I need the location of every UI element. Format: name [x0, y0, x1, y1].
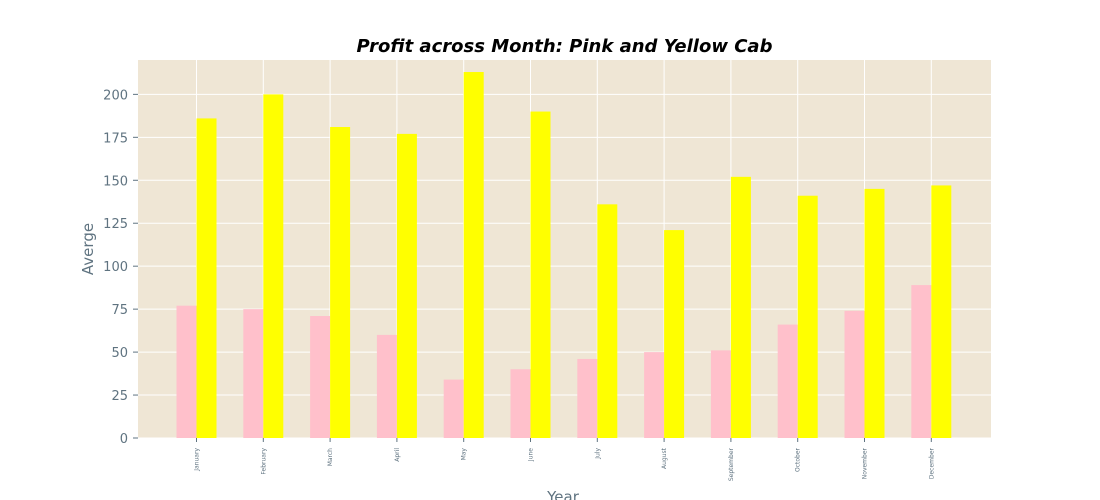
bar-series-1-june [510, 369, 531, 438]
x-tick-label: April [394, 448, 401, 462]
y-tick-label: 25 [111, 389, 128, 404]
bar-series-2-november [864, 188, 885, 438]
x-tick-label: October [795, 447, 802, 472]
x-axis: January February March April May June July Augu… [194, 438, 935, 481]
bar-series-1-november [844, 310, 865, 438]
bar-series-1-july [577, 358, 598, 438]
y-axis-title: Averge [79, 223, 97, 275]
x-tick-label: July [594, 448, 601, 460]
bar-series-2-may [463, 72, 484, 438]
bar-series-2-july [597, 204, 618, 438]
y-tick-label: 150 [103, 174, 128, 189]
bar-series-1-april [376, 334, 397, 438]
y-tick-label: 75 [111, 303, 128, 318]
x-tick-label: December [928, 447, 935, 479]
bar-series-1-may [443, 379, 464, 438]
bar-series-2-october [797, 195, 818, 438]
bars [176, 72, 952, 438]
bar-series-2-january [196, 118, 217, 438]
bar-series-2-june [530, 111, 551, 438]
y-tick-label: 200 [103, 88, 128, 103]
bar-series-2-december [931, 185, 952, 438]
bar-series-2-march [330, 127, 351, 438]
bar-series-1-january [176, 305, 197, 438]
bar-series-2-april [396, 133, 417, 438]
x-tick-label: February [260, 448, 267, 475]
y-axis: 0 25 50 75 100 125 150 175 200 [103, 88, 138, 447]
x-tick-label: January [194, 448, 201, 472]
x-tick-label: March [327, 448, 334, 466]
y-tick-label: 125 [103, 217, 128, 232]
bar-series-2-august [664, 230, 685, 438]
bar-series-1-february [243, 309, 264, 438]
bar-series-1-march [310, 316, 331, 438]
x-tick-label: November [862, 447, 869, 479]
x-tick-label: September [728, 447, 735, 481]
bar-series-2-september [730, 176, 751, 438]
y-tick-label: 100 [103, 260, 128, 275]
chart-title: Profit across Month: Pink and Yellow Cab [357, 36, 773, 57]
x-tick-label: August [661, 447, 668, 469]
bar-series-1-december [911, 285, 932, 438]
y-tick-label: 0 [120, 432, 128, 447]
x-tick-label: June [528, 448, 535, 462]
x-axis-title: Year [546, 488, 580, 500]
y-tick-label: 50 [111, 346, 128, 361]
y-tick-label: 175 [103, 131, 128, 146]
bar-series-1-october [777, 324, 798, 438]
bar-series-2-february [263, 94, 284, 438]
bar-series-1-september [710, 350, 731, 438]
bar-series-1-august [644, 352, 665, 438]
x-tick-label: May [461, 448, 468, 461]
